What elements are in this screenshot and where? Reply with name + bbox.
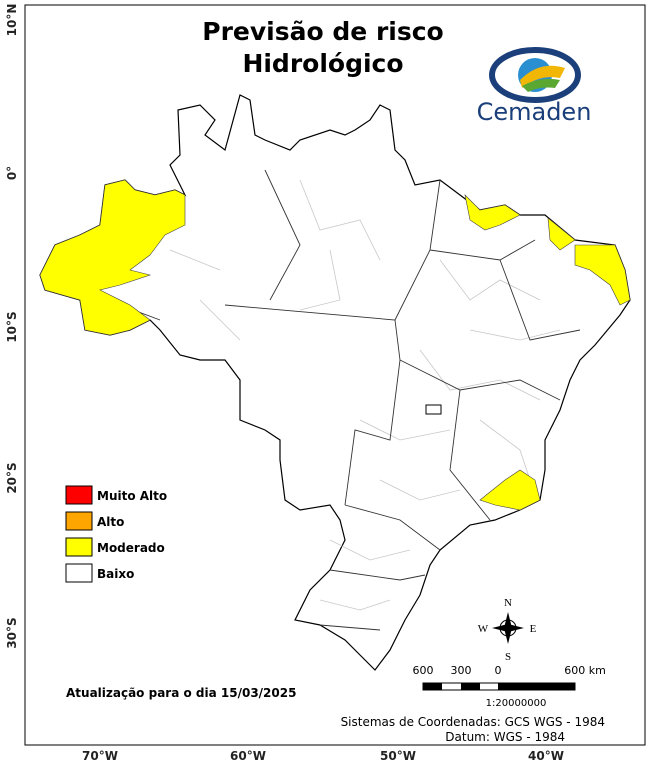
compass-s: S xyxy=(505,651,511,663)
legend-label: Muito Alto xyxy=(97,489,167,503)
scale-label: 300 xyxy=(451,664,472,677)
footer-line: Sistemas de Coordenadas: GCS WGS - 1984 xyxy=(341,715,605,729)
update-date: Atualização para o dia 15/03/2025 xyxy=(66,686,296,700)
compass-w: W xyxy=(478,623,489,635)
logo: Cemaden xyxy=(477,47,592,126)
title-line: Previsão de risco xyxy=(202,17,443,46)
longitude-label: 40°W xyxy=(528,749,564,763)
title-line: Hidrológico xyxy=(242,49,403,78)
longitude-label: 70°W xyxy=(82,749,118,763)
latitude-label: 10°S xyxy=(5,311,19,342)
legend-swatch xyxy=(65,537,93,557)
legend-swatch xyxy=(65,563,93,583)
latitude-label: 30°S xyxy=(5,617,19,648)
longitude-label: 60°W xyxy=(230,749,266,763)
logo-text: Cemaden xyxy=(477,98,592,126)
footer-line: Datum: WGS - 1984 xyxy=(445,730,565,744)
longitude-label: 50°W xyxy=(380,749,416,763)
legend: Muito Alto Alto Moderado Baixo xyxy=(65,485,167,583)
latitude-label: 10°N xyxy=(5,4,19,37)
legend-swatch xyxy=(65,485,93,505)
scale-bar: 600 300 0 600 km 1:20000000 xyxy=(413,664,606,709)
legend-label: Alto xyxy=(97,515,124,529)
legend-swatch xyxy=(65,511,93,531)
country-outline xyxy=(39,94,631,671)
latitude-label: 20°S xyxy=(5,462,19,493)
scale-ratio: 1:20000000 xyxy=(486,698,547,709)
compass-n: N xyxy=(504,597,512,609)
legend-label: Moderado xyxy=(97,541,165,555)
latitude-label: 0° xyxy=(5,166,19,180)
legend-label: Baixo xyxy=(97,567,134,581)
compass-e: E xyxy=(530,623,537,635)
scale-label: 600 xyxy=(413,664,434,677)
compass: N S E W xyxy=(478,597,537,663)
scale-label: 0 xyxy=(495,664,502,677)
graticule-labels: 10°N 0° 10°S 20°S 30°S 70°W 60°W 50°W 40°W xyxy=(5,4,564,763)
scale-label: 600 km xyxy=(564,664,606,677)
municipal-lines xyxy=(169,179,561,611)
moderate-risk-areas xyxy=(39,179,631,511)
